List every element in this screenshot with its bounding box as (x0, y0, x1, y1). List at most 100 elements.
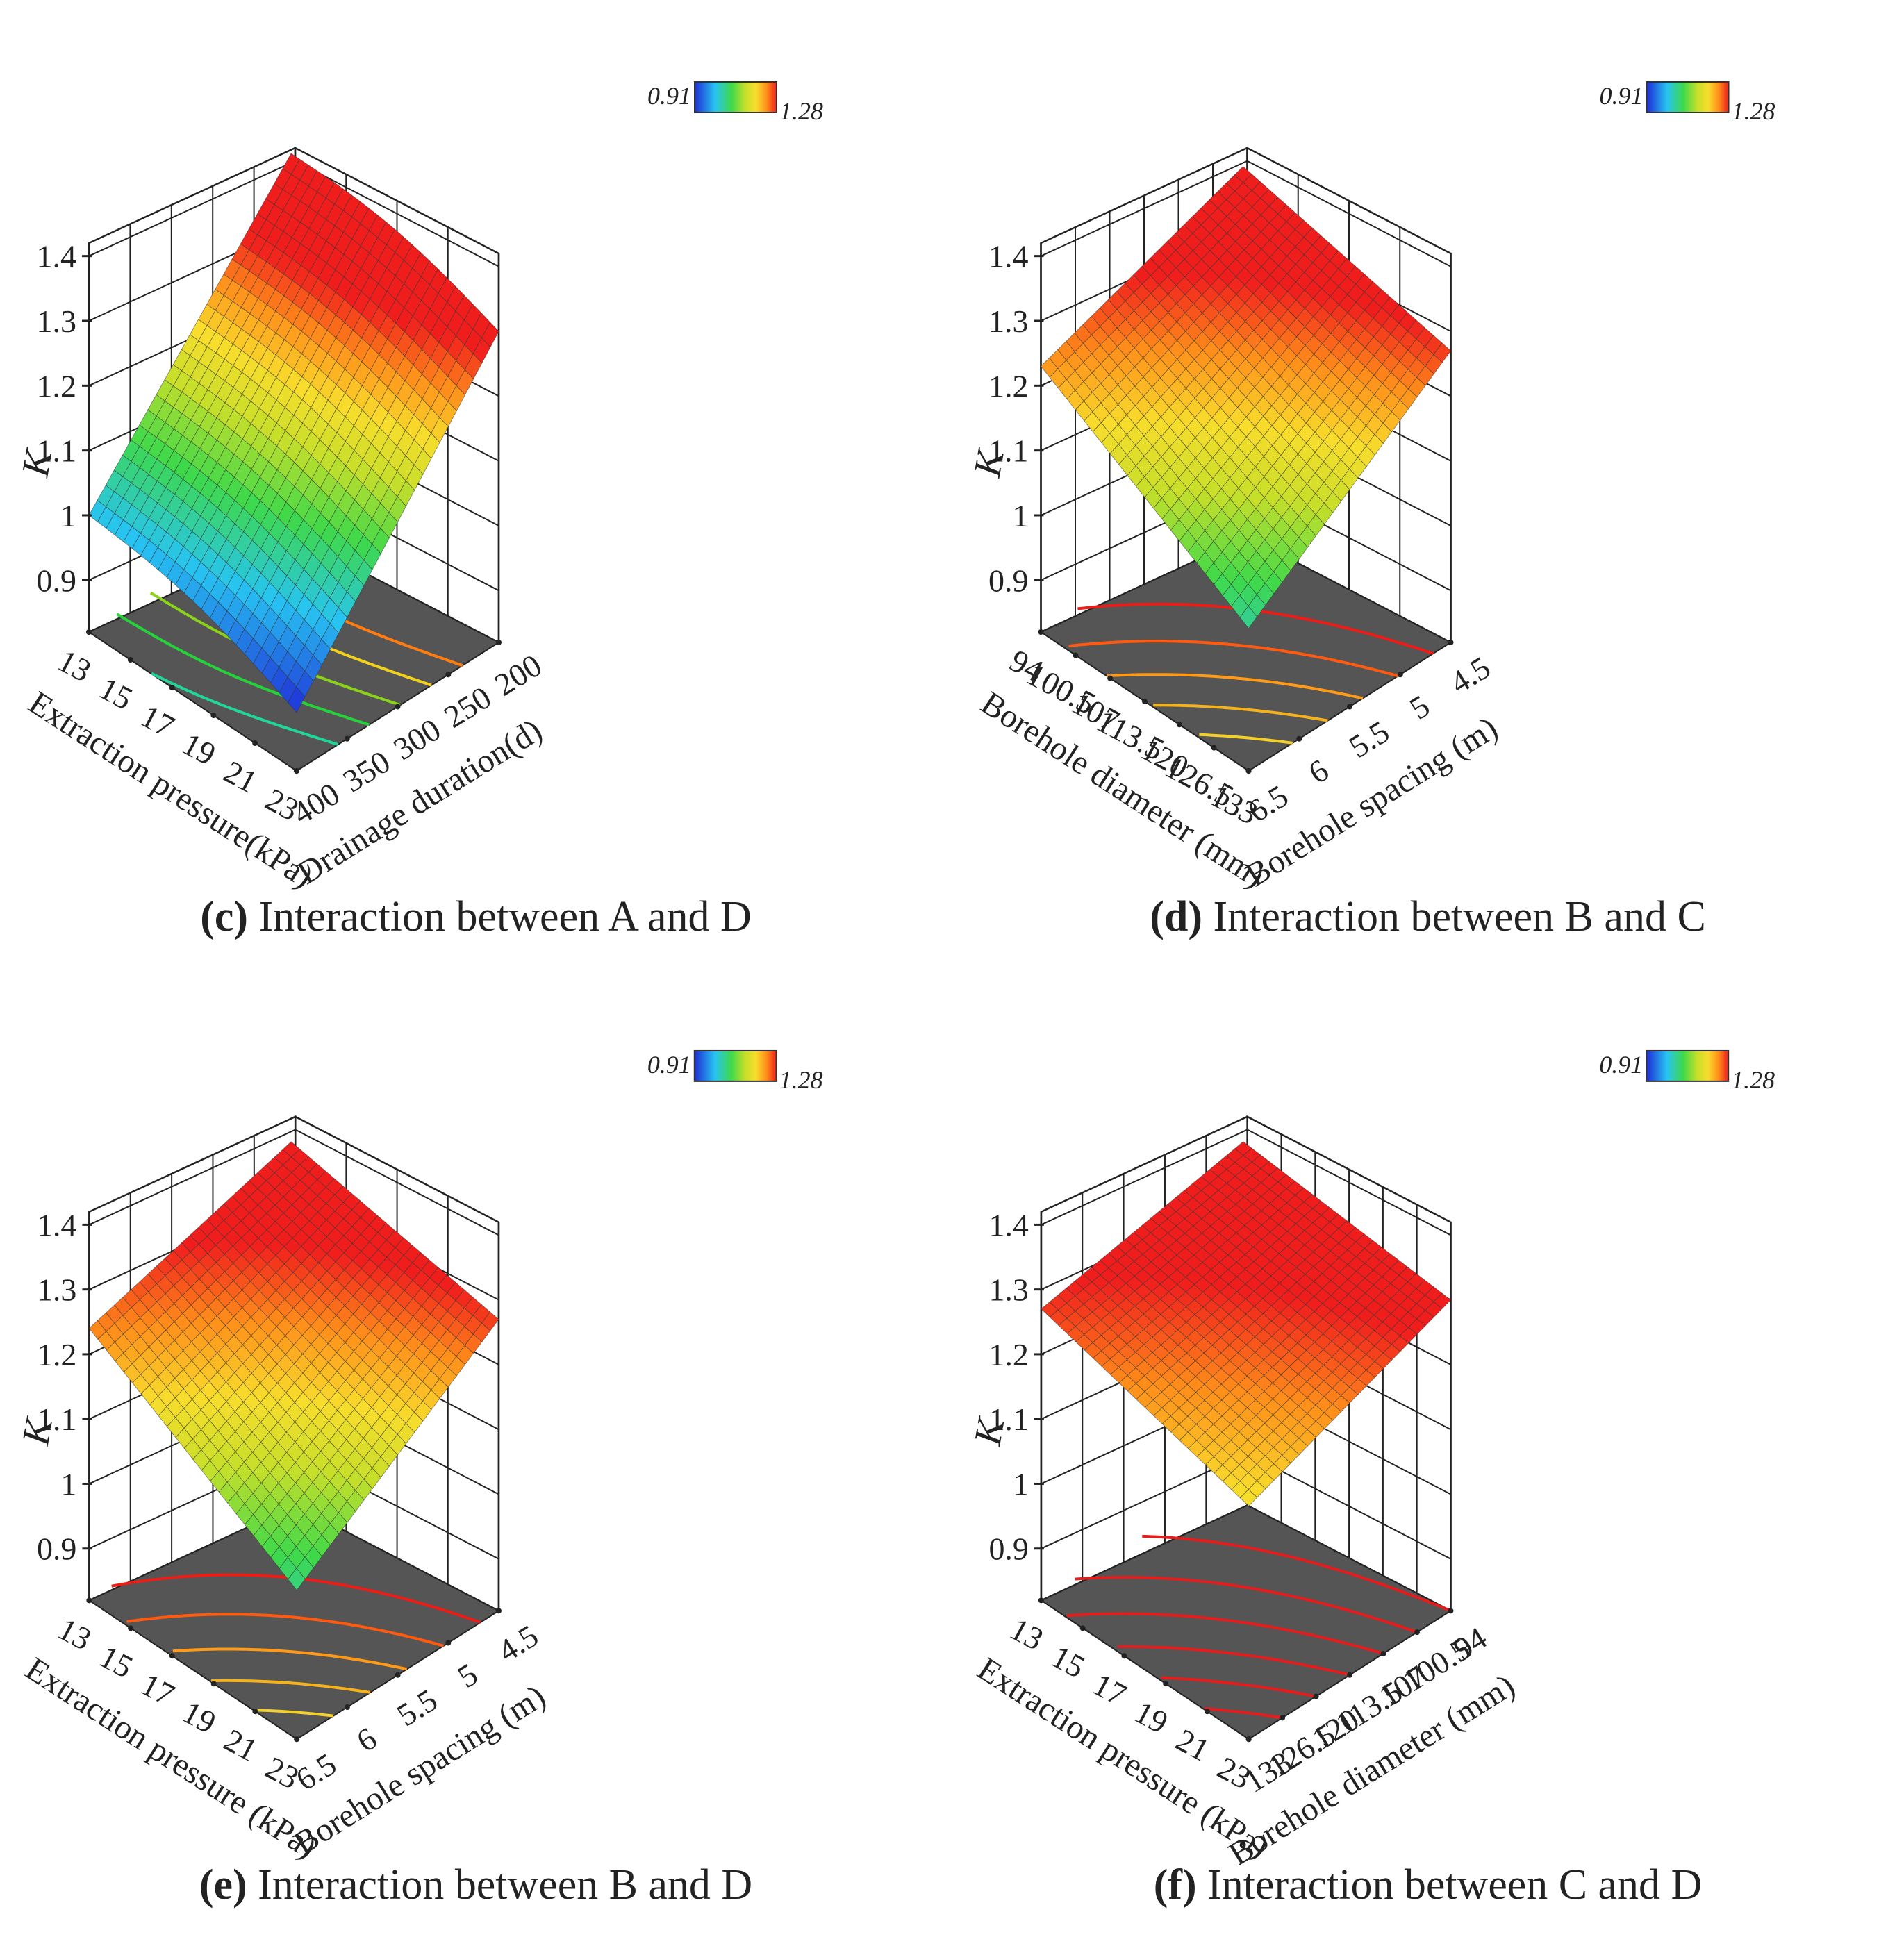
y-tick-mark (1347, 704, 1352, 710)
x-tick-label: 19 (176, 726, 222, 772)
panel-c: 0.911.11.21.31.4K131517192123Extraction … (14, 81, 823, 940)
colorbar-min-label: 0.91 (647, 82, 691, 110)
z-tick-label: 1.1 (988, 1402, 1028, 1437)
x-tick-label: 21 (1170, 1722, 1216, 1768)
z-ticks: 0.9 1 1.1 1.2 1.3 1.4 (988, 1207, 1044, 1567)
y-tick-mark (1414, 1629, 1421, 1636)
z-tick-label: 1.1 (37, 433, 77, 469)
colorbar-swatch (1646, 81, 1730, 113)
y-tick-label: 400 (286, 776, 346, 831)
panel-caption: (c) Interaction between A and D (200, 893, 752, 940)
z-tick-label: 1.2 (37, 1337, 76, 1372)
caption-text: Interaction between B and C (1202, 893, 1706, 940)
surface-cell (481, 322, 499, 348)
y-tick-mark (1245, 1736, 1252, 1743)
contour-line (1199, 733, 1293, 745)
colorbar-swatch (1646, 1049, 1730, 1082)
x-tick-mark (1038, 629, 1044, 635)
z-tick-label: 1.4 (37, 1207, 76, 1242)
z-tick-label: 1.1 (988, 433, 1029, 469)
colorbar-min-label: 0.91 (1600, 82, 1644, 110)
caption-letter: (d) (1150, 893, 1202, 940)
contour-line (1142, 1534, 1452, 1613)
z-tick-label: 1 (1013, 1466, 1029, 1502)
caption-text: Interaction between B and D (247, 1861, 753, 1909)
colorbar: 0.91 1.28 (1600, 81, 1775, 125)
x-tick-label: 15 (1046, 1638, 1091, 1685)
panel-e: 0.911.11.21.31.4K131517192123Extraction … (14, 1049, 823, 1909)
colorbar-min-label: 0.91 (1599, 1051, 1643, 1079)
colorbar-swatch (694, 81, 777, 113)
z-tick-label: 1 (60, 1466, 76, 1502)
contour-line (172, 1647, 408, 1671)
z-tick-label: 1.4 (37, 239, 77, 274)
z-tick-label: 0.9 (37, 563, 77, 598)
z-tick-label: 1.3 (988, 304, 1029, 339)
x-tick-mark (210, 713, 217, 718)
panel-f: 0.911.11.21.31.4K131517192123Extraction … (966, 1049, 1775, 1909)
x-tick-mark (1142, 699, 1148, 704)
surface-cell (1433, 342, 1452, 363)
z-tick-label: 1.2 (988, 368, 1029, 404)
y-tick-label: 200 (488, 647, 548, 703)
colorbar: 0.91 1.28 (647, 81, 823, 125)
contour-line (1077, 602, 1434, 655)
colorbar-max-label: 1.28 (779, 97, 823, 125)
x-tick-label: 17 (1087, 1666, 1132, 1713)
contour-line (1066, 1612, 1384, 1655)
contour-line (257, 1709, 334, 1718)
z-tick-label: 0.9 (37, 1531, 76, 1567)
colorbar-swatch (693, 1049, 777, 1082)
z-tick-label: 1 (60, 498, 76, 533)
contour-line (1205, 1707, 1283, 1720)
y-tick-label: 6 (1302, 752, 1335, 790)
contour-lines (1066, 1534, 1452, 1720)
x-tick-mark (1073, 652, 1079, 658)
x-tick-label: 13 (1004, 1611, 1050, 1657)
x-tick-label: 15 (94, 1638, 139, 1685)
contour-line (126, 1613, 445, 1647)
contour-line (1161, 1676, 1316, 1698)
z-tick-label: 1.3 (37, 304, 77, 339)
y-tick-label: 5.5 (1343, 713, 1396, 765)
x-tick-label: 17 (135, 698, 181, 745)
y-tick-mark (445, 672, 452, 678)
x-tick-mark (169, 685, 175, 690)
y-tick-mark (1280, 1715, 1286, 1721)
y-tick-label: 5 (1403, 688, 1436, 726)
x-tick-mark (169, 1653, 175, 1659)
x-tick-mark (127, 657, 133, 663)
y-tick-label: 250 (438, 679, 497, 735)
x-tick-label: 21 (218, 754, 263, 800)
response-surface (1041, 1141, 1452, 1507)
y-tick-mark (395, 1672, 401, 1678)
y-tick-mark (1448, 640, 1454, 645)
z-tick-label: 1.3 (37, 1272, 76, 1308)
response-surface (1040, 166, 1452, 629)
x-tick-mark (1163, 1681, 1169, 1687)
y-tick-mark (344, 735, 350, 742)
x-tick-label: 21 (218, 1722, 263, 1768)
colorbar-max-label: 1.28 (779, 1066, 823, 1094)
contour-line (1117, 1645, 1350, 1677)
contour-line (211, 1679, 371, 1694)
z-tick-label: 1.4 (988, 1207, 1028, 1242)
y-tick-label: 300 (388, 711, 447, 767)
x-tick-mark (86, 1597, 92, 1604)
contour-line (1107, 673, 1364, 700)
x-tick-mark (1107, 675, 1114, 681)
panel-caption: (f) Interaction between C and D (1154, 1861, 1702, 1909)
y-tick-label: 350 (337, 744, 397, 799)
z-tick-label: 1.1 (37, 1402, 76, 1437)
x-tick-mark (252, 740, 258, 746)
y-tick-mark (1380, 1650, 1386, 1656)
panel-caption: (d) Interaction between B and C (1150, 893, 1706, 940)
z-tick-label: 1.2 (37, 368, 77, 404)
y-tick-mark (1296, 735, 1302, 742)
panel-d: 0.911.11.21.31.4K94100.5107113.5120126.5… (966, 81, 1775, 940)
y-tick-mark (496, 640, 502, 645)
y-tick-mark (495, 1608, 502, 1614)
y-tick-mark (1448, 1608, 1454, 1614)
colorbar: 0.91 1.28 (1599, 1049, 1775, 1094)
contour-line (1068, 640, 1399, 678)
